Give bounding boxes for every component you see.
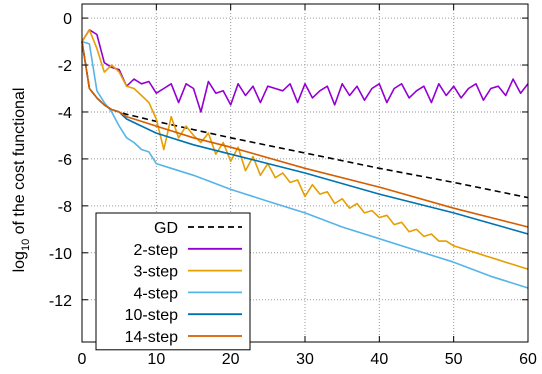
legend-label-4-step: 4-step	[134, 285, 179, 302]
series-line-3-step	[81, 28, 529, 270]
y-tick-label: -8	[58, 199, 72, 216]
y-axis-label-rest: of the cost functional	[11, 88, 28, 239]
x-tick-label: 50	[445, 351, 463, 368]
series-line-14-step	[81, 41, 529, 228]
x-axis-ticks: 0 10 20 30 40 50 60	[78, 4, 537, 368]
legend: GD 2-step 3-step 4-step 10-step 14-step	[95, 212, 251, 351]
y-tick-label: -12	[49, 293, 72, 310]
x-tick-label: 20	[222, 351, 240, 368]
y-tick-label: 0	[63, 11, 72, 28]
series-lines	[81, 28, 529, 289]
legend-box	[95, 212, 251, 351]
y-axis-label-main: log	[11, 251, 28, 272]
y-axis-label-subscript: 10	[20, 239, 32, 251]
x-tick-label: 40	[370, 351, 388, 368]
y-tick-label: -2	[58, 58, 72, 75]
y-tick-label: -4	[58, 105, 72, 122]
series-line-2-step	[81, 28, 529, 113]
y-axis-label: log10 of the cost functional	[11, 88, 32, 273]
x-tick-label: 10	[147, 351, 165, 368]
legend-label-gd: GD	[154, 220, 178, 237]
x-tick-label: 0	[78, 351, 87, 368]
x-tick-label: 60	[519, 351, 537, 368]
x-tick-label: 30	[296, 351, 314, 368]
legend-label-2-step: 2-step	[134, 242, 179, 259]
y-axis-ticks: 0 -2 -4 -6 -8 -10 -12	[49, 11, 528, 310]
y-tick-label: -10	[49, 246, 72, 263]
legend-label-10-step: 10-step	[125, 307, 178, 324]
y-tick-label: -6	[58, 152, 72, 169]
legend-label-3-step: 3-step	[134, 264, 179, 281]
legend-label-14-step: 14-step	[125, 329, 178, 346]
